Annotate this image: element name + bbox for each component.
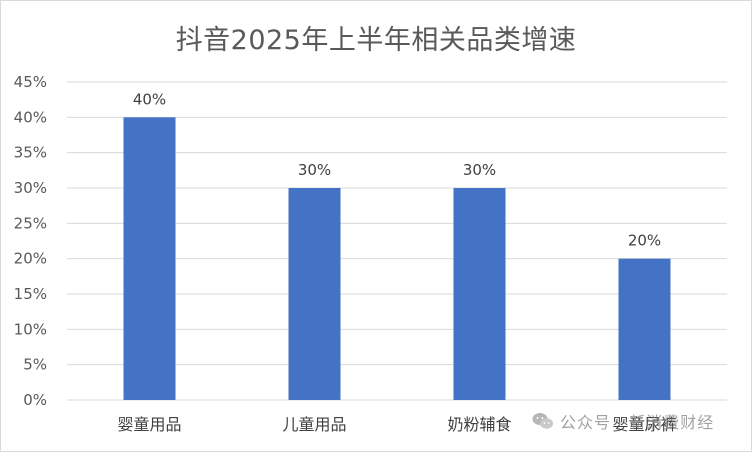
y-tick-label: 40% bbox=[14, 108, 47, 126]
y-tick-label: 35% bbox=[14, 144, 47, 162]
y-tick-label: 20% bbox=[14, 250, 47, 268]
x-category-label: 儿童用品 bbox=[282, 415, 346, 434]
bar-data-label: 20% bbox=[628, 232, 661, 250]
x-axis-category-labels: 婴童用品 儿童用品 奶粉辅食 婴童尿裤 bbox=[117, 415, 676, 434]
bar bbox=[288, 188, 341, 400]
watermark-text: 公众号 · 新消费财经 bbox=[560, 413, 715, 432]
bar bbox=[618, 258, 671, 400]
y-tick-label: 0% bbox=[23, 391, 47, 409]
bar-data-label: 30% bbox=[463, 161, 496, 179]
y-tick-label: 30% bbox=[14, 179, 47, 197]
data-labels: 40% 30% 30% 20% bbox=[133, 90, 661, 249]
x-category-label: 婴童尿裤 bbox=[612, 415, 676, 434]
gridlines bbox=[67, 81, 727, 401]
x-category-label: 婴童用品 bbox=[117, 415, 181, 434]
x-category-label: 奶粉辅食 bbox=[447, 415, 511, 434]
y-axis-tick-labels: 0% 5% 10% 15% 20% 25% 30% 35% 40% 45% bbox=[14, 73, 47, 409]
y-tick-label: 25% bbox=[14, 214, 47, 232]
bar bbox=[453, 188, 506, 400]
wechat-icon bbox=[532, 413, 553, 429]
watermark: 公众号 · 新消费财经 bbox=[532, 409, 714, 433]
bar-data-label: 30% bbox=[298, 161, 331, 179]
y-tick-label: 10% bbox=[14, 320, 47, 338]
bar bbox=[123, 117, 176, 400]
y-tick-label: 15% bbox=[14, 285, 47, 303]
chart-title: 抖音2025年上半年相关品类增速 bbox=[175, 25, 577, 56]
y-tick-label: 45% bbox=[14, 73, 47, 91]
y-tick-label: 5% bbox=[23, 356, 47, 374]
bars bbox=[123, 117, 671, 400]
bar-data-label: 40% bbox=[133, 90, 166, 108]
